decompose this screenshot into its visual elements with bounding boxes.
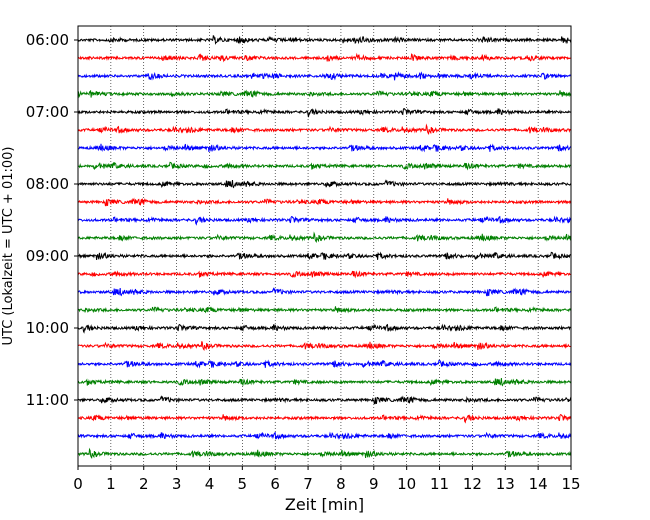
x-tick-label: 10 xyxy=(397,475,416,493)
y-tick-label: 10:00 xyxy=(26,319,69,337)
trace-0815 xyxy=(77,197,572,207)
trace-1015 xyxy=(77,341,572,352)
trace-0800 xyxy=(77,179,572,189)
trace-0645 xyxy=(77,89,572,99)
trace-lines xyxy=(77,34,572,460)
x-axis-label: Zeit [min] xyxy=(285,495,364,514)
y-axis-label: UTC (Lokalzeit = UTC + 01:00) xyxy=(1,147,16,346)
x-tick-label: 12 xyxy=(463,475,482,493)
x-tick-label: 3 xyxy=(172,475,182,493)
y-tick-label: 06:00 xyxy=(26,31,69,49)
trace-0845 xyxy=(77,231,572,244)
x-tick-label: 5 xyxy=(238,475,248,493)
y-tick-label: 09:00 xyxy=(26,247,69,265)
trace-1030 xyxy=(77,359,572,369)
x-tick-label: 0 xyxy=(73,475,83,493)
trace-1000 xyxy=(77,323,572,334)
y-axis-ticks: 06:00 07:00 08:00 09:00 10:00 11:00 xyxy=(26,31,78,409)
x-axis-ticks: 0 1 2 3 4 5 6 7 8 9 10 11 12 13 14 15 xyxy=(73,466,581,493)
trace-0830 xyxy=(77,215,572,226)
x-tick-label: 7 xyxy=(303,475,313,493)
y-tick-label: 07:00 xyxy=(26,103,69,121)
x-tick-label: 13 xyxy=(496,475,515,493)
trace-0615 xyxy=(77,52,572,63)
trace-1145 xyxy=(77,447,572,460)
x-tick-label: 6 xyxy=(270,475,280,493)
trace-0730 xyxy=(77,143,572,153)
trace-1100 xyxy=(77,395,572,405)
x-tick-label: 14 xyxy=(529,475,548,493)
trace-0900 xyxy=(77,251,572,261)
x-tick-label: 8 xyxy=(336,475,346,493)
trace-1045 xyxy=(77,377,572,387)
y-tick-label: 11:00 xyxy=(26,391,69,409)
x-tick-label: 1 xyxy=(106,475,116,493)
trace-0630 xyxy=(77,71,572,81)
trace-0945 xyxy=(77,306,572,314)
grid-lines xyxy=(110,26,539,466)
x-tick-label: 2 xyxy=(139,475,149,493)
x-tick-label: 9 xyxy=(369,475,379,493)
trace-0915 xyxy=(77,270,572,279)
trace-1115 xyxy=(77,413,572,424)
plot-frame xyxy=(77,25,572,467)
trace-0600 xyxy=(77,34,572,45)
trace-0715 xyxy=(77,123,572,136)
x-tick-label: 11 xyxy=(430,475,449,493)
trace-0700 xyxy=(77,107,572,118)
trace-1130 xyxy=(77,431,572,440)
trace-0745 xyxy=(77,161,572,171)
x-tick-label: 15 xyxy=(561,475,580,493)
y-tick-label: 08:00 xyxy=(26,175,69,193)
trace-0930 xyxy=(77,287,572,297)
x-tick-label: 4 xyxy=(205,475,215,493)
